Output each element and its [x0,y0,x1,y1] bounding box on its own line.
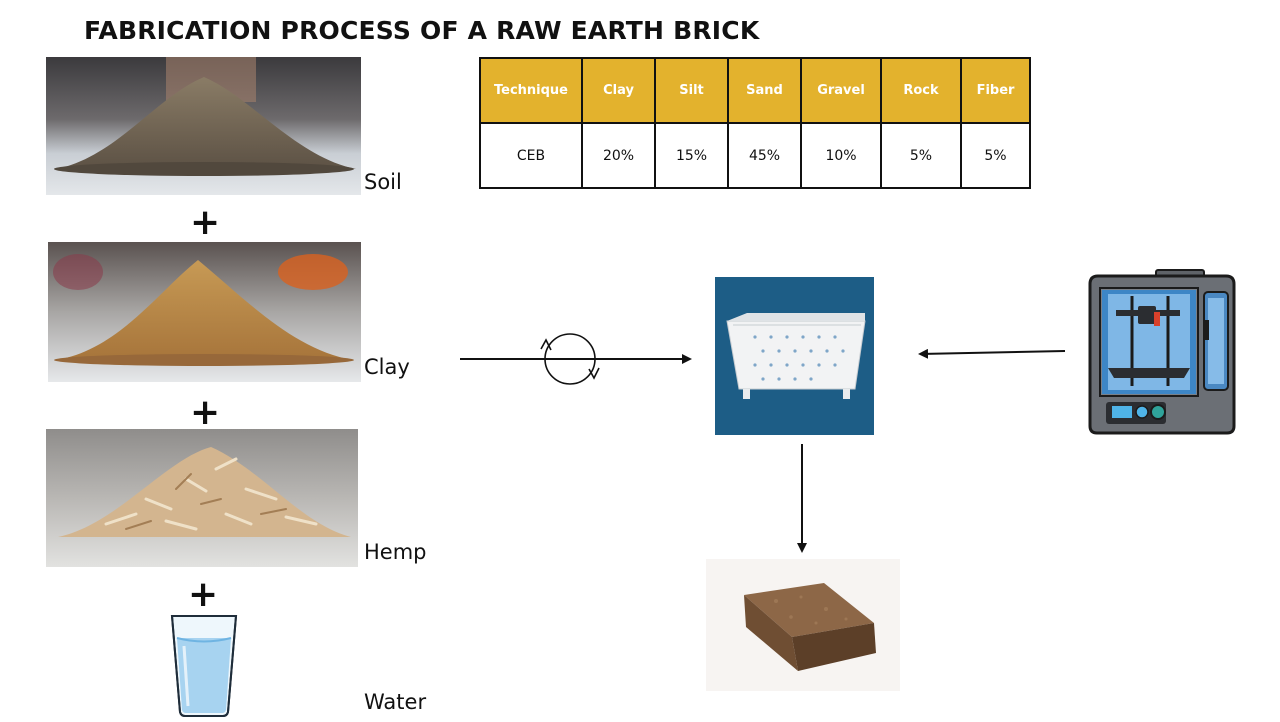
table-cell: 5% [960,122,1031,189]
column-header: Technique [479,57,583,124]
plus-sign: + [188,574,219,615]
table-row: CEB 20% 15% 45% 10% 5% 5% [479,122,1031,189]
clay-image [48,242,361,382]
soil-image [46,57,361,195]
table-cell: 45% [727,122,802,189]
soil-label: Soil [364,170,402,194]
plus-sign: + [190,202,221,243]
hemp-label: Hemp [364,540,427,564]
printer-arrow [918,348,1066,359]
table-cell: CEB [479,122,583,189]
column-header: Gravel [800,57,882,124]
hemp-image [46,429,358,567]
column-header: Sand [727,57,802,124]
water-glass-icon [168,612,240,718]
column-header: Rock [880,57,962,124]
page-title: FABRICATION PROCESS OF A RAW EARTH BRICK [84,16,760,45]
earth-brick-image [706,559,900,691]
table-header-row: Technique Clay Silt Sand Gravel Rock Fib… [479,57,1031,124]
column-header: Fiber [960,57,1031,124]
mix-proportion-table: Technique Clay Silt Sand Gravel Rock Fib… [479,57,1031,189]
table-cell: 15% [654,122,729,189]
column-header: Clay [581,57,656,124]
column-header: Silt [654,57,729,124]
3d-printer-icon [1086,268,1238,436]
table-cell: 5% [880,122,962,189]
clay-label: Clay [364,355,410,379]
plus-sign: + [190,392,221,433]
water-label: Water [364,690,427,714]
brick-mold-image [715,277,874,435]
circular-arrows-icon [540,333,600,385]
table-cell: 20% [581,122,656,189]
table-cell: 10% [800,122,882,189]
